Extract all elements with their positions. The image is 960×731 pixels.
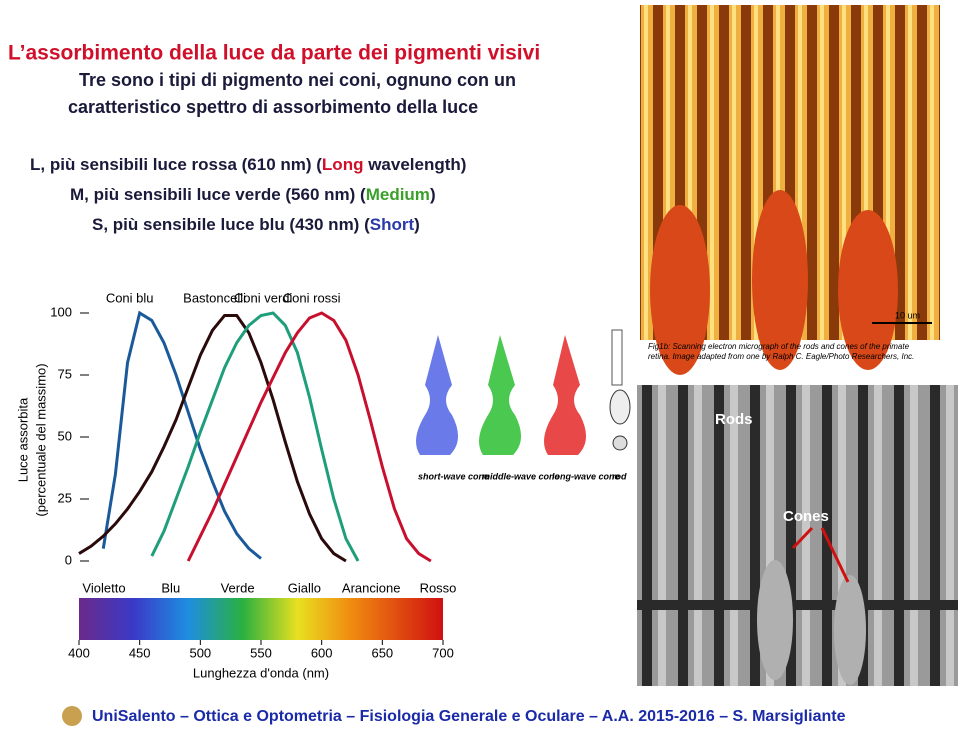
spectrum-label: Rosso [420,580,457,595]
x-tick-label: 550 [250,645,272,660]
series-line [101,310,262,560]
y-tick-label: 50 [58,428,72,443]
spectrum-label: Giallo [288,580,321,595]
spectrum-label: Arancione [342,580,401,595]
bullet: S, più sensibile luce blu (430 nm) (Shor… [92,215,420,234]
y-tick-label: 75 [58,366,72,381]
x-tick-label: 400 [68,645,90,660]
x-tick-label: 450 [129,645,151,660]
series-label: Bastoncelli [183,290,246,305]
cone [834,575,866,685]
sem-image [637,385,958,686]
series-label: Coni blu [106,290,154,305]
y-tick-label: 25 [58,490,72,505]
series-line [78,313,347,563]
title: L’assorbimento della luce da parte dei p… [8,42,540,65]
scale-label: 10 um [895,310,920,320]
series-line [150,311,360,562]
footer: UniSalento – Ottica e Optometria – Fisio… [92,708,846,725]
bullet-part: ) [414,215,420,234]
cone-label: short-wave cone [418,471,489,481]
bullet-part: Short [370,215,415,234]
spectrum-label: Verde [221,580,255,595]
sem-label: Cones [783,508,829,525]
series-label: Coni verdi [234,290,293,305]
bullet-part: S, più sensibile luce blu (430 nm) ( [92,215,370,234]
x-label: Lunghezza d'onda (nm) [193,665,329,680]
series-label: Coni rossi [283,290,341,305]
arrow [791,526,814,550]
y-tick-label: 0 [65,552,72,567]
x-tick-label: 600 [311,645,333,660]
sem-label: Rods [715,411,753,428]
bullet-part: ) [430,185,436,204]
cone [757,560,793,680]
arrow [820,527,850,583]
y-tick-label: 100 [50,304,72,319]
cone-label: middle-wave cone [482,471,560,481]
bullet-part: Medium [366,185,430,204]
logo [62,706,82,726]
y-label: (percentuale del massimo) [33,363,48,516]
series-line [186,311,432,563]
caption: retina. Image adapted from one by Ralph … [648,352,914,361]
bullet: L, più sensibili luce rossa (610 nm) (Lo… [30,155,466,174]
bullet-part: M, più sensibili luce verde (560 nm) ( [70,185,366,204]
subtitle: Tre sono i tipi di pigmento nei coni, og… [79,70,516,90]
spectrum-label: Blu [161,580,180,595]
caption: Fig1b: Scanning electron micrograph of t… [648,342,910,351]
cone-label: long-wave cone [552,471,620,481]
x-tick-label: 500 [189,645,211,660]
spectrum-bar [79,598,443,640]
bullet-part: Long [322,155,364,174]
cone-drawings [416,329,631,455]
x-tick-label: 650 [371,645,393,660]
subtitle: caratteristico spettro di assorbimento d… [68,97,478,117]
spectrum-label: Violetto [82,580,125,595]
y-label: Luce assorbita [15,397,30,482]
x-tick-label: 700 [432,645,454,660]
cone-label: rod [612,471,627,481]
bullet-part: wavelength) [363,155,466,174]
bullet: M, più sensibili luce verde (560 nm) (Me… [70,185,436,204]
cone-shapes [650,190,898,375]
bullet-part: L, più sensibili luce rossa (610 nm) ( [30,155,322,174]
